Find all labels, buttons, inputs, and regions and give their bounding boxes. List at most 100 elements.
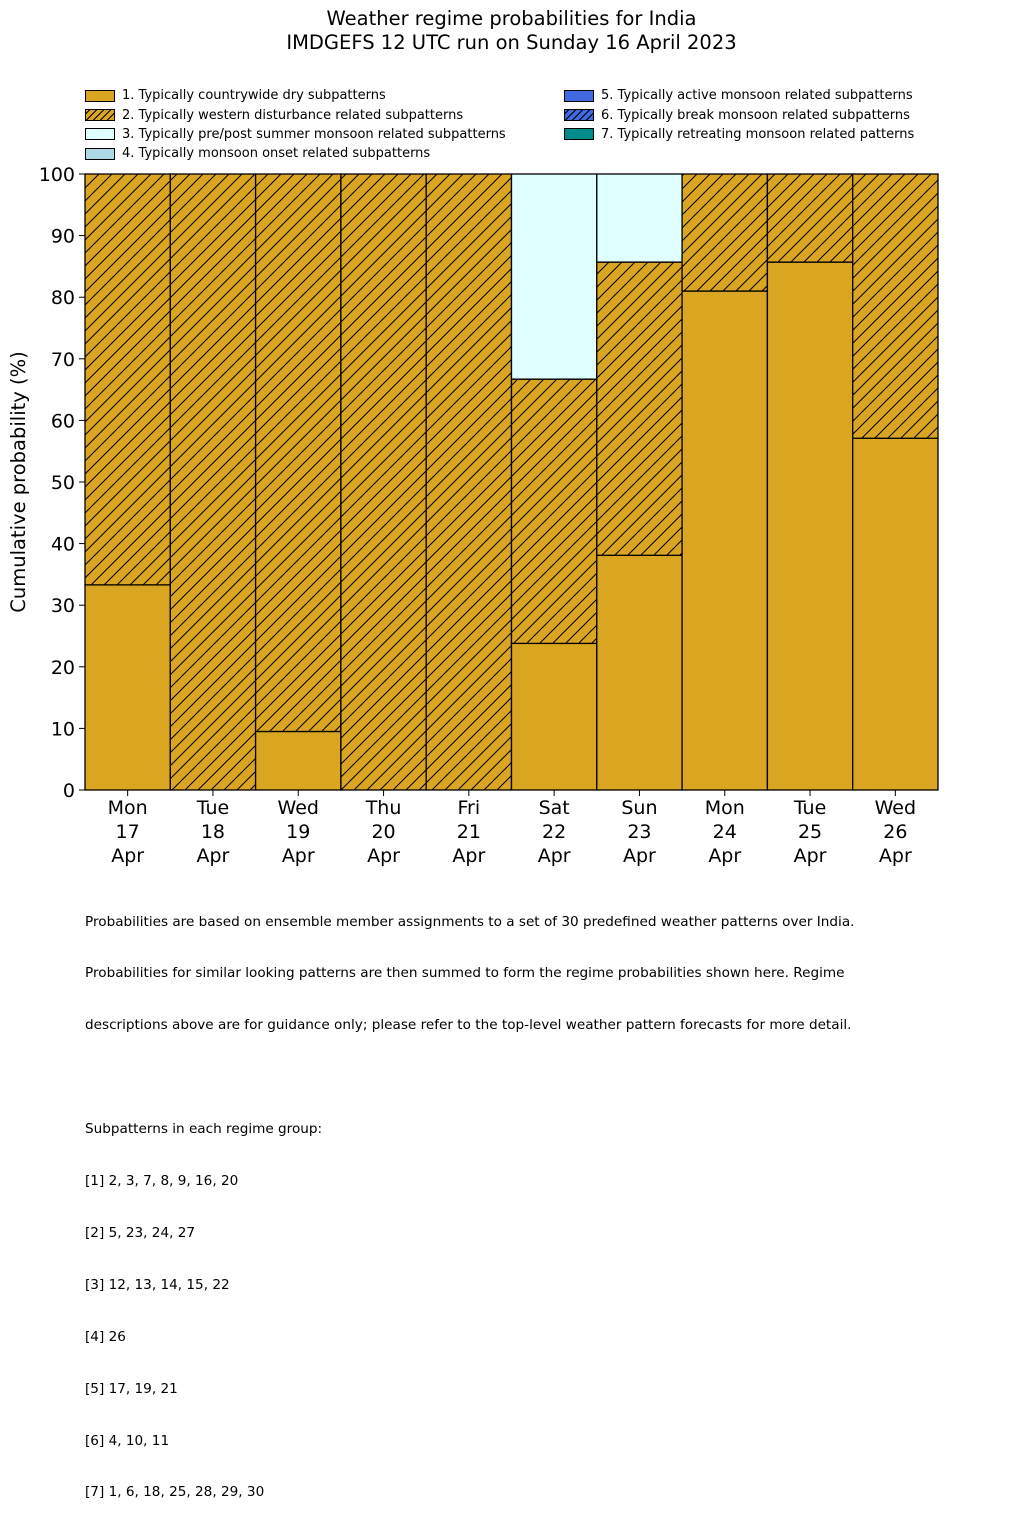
bar-segment-s3-c6 <box>511 174 597 380</box>
x-tick-label: Sat <box>539 797 570 819</box>
x-tick-label: Tue <box>793 797 826 819</box>
x-tick-label: Apr <box>794 845 827 867</box>
bar-outline-s2-c10 <box>852 173 939 439</box>
x-tick-label: Apr <box>623 845 656 867</box>
legend-label-5: 5. Typically active monsoon related subp… <box>601 88 913 104</box>
note-line: [3] 12, 13, 14, 15, 22 <box>85 1276 230 1293</box>
legend-left: 1. Typically countrywide dry subpatterns… <box>85 86 506 164</box>
bar-segment-s1-c7 <box>596 555 683 790</box>
x-tick-label: Mon <box>705 797 745 819</box>
x-tick-label: Apr <box>367 845 400 867</box>
legend-swatch-2 <box>85 109 115 122</box>
legend-swatch-6 <box>564 109 594 122</box>
legend-label-7: 7. Typically retreating monsoon related … <box>601 126 915 142</box>
x-tick-label: Apr <box>538 845 571 867</box>
x-tick-label: Wed <box>278 797 319 819</box>
note-line: Probabilities for similar looking patter… <box>85 965 845 982</box>
x-tick-label: Fri <box>458 797 481 819</box>
bar-segment-s1-c8 <box>682 291 768 790</box>
legend-swatch-3 <box>85 128 115 141</box>
y-tick-label: 40 <box>51 534 75 556</box>
legend-item-5: 5. Typically active monsoon related subp… <box>564 86 914 105</box>
legend-label-6: 6. Typically break monsoon related subpa… <box>601 107 910 123</box>
y-tick-label: 90 <box>51 226 75 248</box>
x-tick-label: Wed <box>875 797 916 819</box>
x-tick-label: Mon <box>108 797 148 819</box>
bar-segment-s1-c10 <box>852 438 938 790</box>
legend-swatch-5 <box>564 89 594 102</box>
legend-item-1: 1. Typically countrywide dry subpatterns <box>85 86 506 105</box>
y-tick-label: 20 <box>51 657 75 679</box>
legend-label-3: 3. Typically pre/post summer monsoon rel… <box>122 126 506 142</box>
x-tick-label: 17 <box>116 821 140 843</box>
note-line: Subpatterns in each regime group: <box>85 1121 323 1138</box>
x-tick-label: Sun <box>621 797 657 819</box>
legend-right: 5. Typically active monsoon related subp… <box>564 86 914 144</box>
x-tick-label: 21 <box>457 821 481 843</box>
y-tick-label: 70 <box>51 349 75 371</box>
bar-hatch-s2-c8 <box>682 174 768 292</box>
note-line: [1] 2, 3, 7, 8, 9, 16, 20 <box>85 1173 239 1190</box>
legend-swatch-7 <box>564 128 594 141</box>
y-tick-label: 50 <box>51 472 75 494</box>
legend-label-1: 1. Typically countrywide dry subpatterns <box>122 88 386 104</box>
legend-label-4: 4. Typically monsoon onset related subpa… <box>122 146 431 162</box>
notes-block: Probabilities are based on ensemble memb… <box>85 879 854 1519</box>
note-line: [5] 17, 19, 21 <box>85 1380 178 1397</box>
x-tick-label: Apr <box>111 845 144 867</box>
x-tick-label: Apr <box>879 845 912 867</box>
bar-segment-s1-c9 <box>767 262 853 790</box>
note-line: [6] 4, 10, 11 <box>85 1432 170 1449</box>
bar-hatch-s2-c4 <box>340 174 427 790</box>
note-line: descriptions above are for guidance only… <box>85 1017 852 1034</box>
x-tick-label: Tue <box>196 797 229 819</box>
x-tick-label: 18 <box>201 821 225 843</box>
legend-item-4: 4. Typically monsoon onset related subpa… <box>85 144 506 163</box>
bar-segment-s1-c3 <box>255 731 341 790</box>
bar-segment-s1-c1 <box>85 584 171 790</box>
legend-item-7: 7. Typically retreating monsoon related … <box>564 125 914 144</box>
x-tick-label: 24 <box>713 821 737 843</box>
note-line: [2] 5, 23, 24, 27 <box>85 1224 196 1241</box>
x-tick-label: Apr <box>708 845 741 867</box>
bar-hatch-s2-c2 <box>170 174 256 790</box>
y-tick-label: 10 <box>51 718 75 740</box>
chart-title: Weather regime probabilities for India <box>326 7 697 30</box>
bar-hatch-s2-c3 <box>255 174 341 732</box>
y-tick-label: 100 <box>39 164 75 186</box>
x-tick-label: Apr <box>452 845 485 867</box>
x-tick-label: Thu <box>365 797 402 819</box>
legend-swatch-1 <box>85 89 115 102</box>
x-tick-label: 23 <box>627 821 651 843</box>
y-tick-label: 60 <box>51 410 75 432</box>
legend-item-3: 3. Typically pre/post summer monsoon rel… <box>85 125 506 144</box>
bar-hatch-s2-c7 <box>596 262 683 556</box>
legend-label-2: 2. Typically western disturbance related… <box>122 107 464 123</box>
note-line: Probabilities are based on ensemble memb… <box>85 913 855 930</box>
x-tick-label: Apr <box>282 845 315 867</box>
bar-segment-s3-c7 <box>596 174 683 263</box>
x-tick-label: 22 <box>542 821 566 843</box>
x-tick-label: Apr <box>197 845 230 867</box>
legend-item-2: 2. Typically western disturbance related… <box>85 105 506 124</box>
axes-layer: 0102030405060708090100Mon17AprTue18AprWe… <box>7 164 938 867</box>
x-tick-label: 25 <box>798 821 822 843</box>
legend-swatch-4 <box>85 147 115 160</box>
legend-item-6: 6. Typically break monsoon related subpa… <box>564 105 914 124</box>
bar-hatch-s2-c1 <box>85 174 171 585</box>
note-line <box>85 1069 854 1086</box>
note-line: [4] 26 <box>85 1328 126 1345</box>
y-axis-label: Cumulative probability (%) <box>7 351 30 612</box>
bar-hatch-s2-c9 <box>767 174 853 263</box>
y-tick-label: 0 <box>63 780 75 802</box>
bar-hatch-s2-c10 <box>852 174 938 439</box>
bars-layer <box>84 173 939 791</box>
y-tick-label: 30 <box>51 595 75 617</box>
chart-plot: 0102030405060708090100Mon17AprTue18AprWe… <box>7 164 939 867</box>
bar-hatch-s2-c6 <box>511 379 597 644</box>
x-tick-label: 20 <box>371 821 395 843</box>
x-tick-label: 19 <box>286 821 310 843</box>
x-tick-label: 26 <box>883 821 907 843</box>
chart-subtitle: IMDGEFS 12 UTC run on Sunday 16 April 20… <box>286 31 737 54</box>
note-line: [7] 1, 6, 18, 25, 28, 29, 30 <box>85 1484 265 1501</box>
